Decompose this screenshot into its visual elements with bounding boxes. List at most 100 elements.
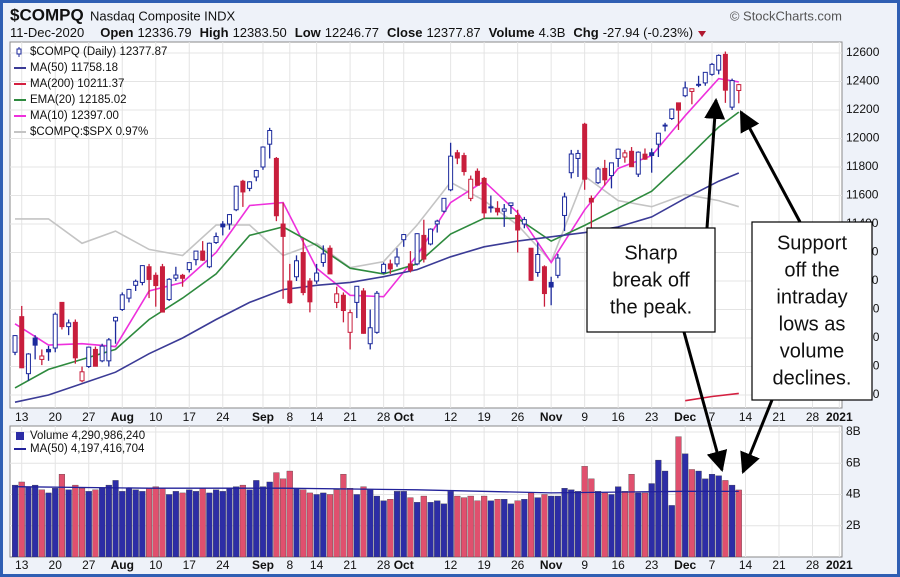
stat-value: 4.3B [539,25,566,40]
candle-body [193,250,199,261]
y-tick-label: 11800 [846,159,879,173]
legend-title: Volume 4,290,986,240 [30,430,145,442]
candle-body [106,339,112,362]
candle-body [12,335,18,353]
annotation-text: Sharp break off the peak. Support off the int… [610,232,852,389]
candle-body [481,177,487,214]
volume-bar [239,484,246,557]
volume-bar [78,488,86,557]
candle-body [139,265,145,283]
x-tick-label: 16 [611,558,625,572]
candle-body [662,124,668,127]
x-tick-label: 2021 [826,558,853,572]
x-tick-label: Sep [252,558,274,572]
candle-body [702,71,708,84]
legend-title: $COMPQ (Daily) 12377.87 [30,46,167,58]
volume-bar [507,503,514,557]
candle-body [508,202,514,206]
candle-body [32,337,38,346]
candle-body [99,345,105,362]
volume-bar [360,486,367,557]
candle-body [361,290,367,334]
volume-bar [548,495,555,557]
candle-body [180,274,186,279]
candle-body [186,262,192,271]
legend-entry: EMA(20) 12185.02 [30,94,127,106]
y-tick-label: 8B [846,424,861,438]
candle-body [25,353,31,375]
series-line [14,111,740,389]
volume-bar [273,472,280,557]
candle-body [535,254,541,273]
candle-body [675,102,681,111]
volume-bar [286,470,293,557]
y-tick-label: 12000 [846,131,880,145]
x-tick-label: Nov [540,558,563,572]
volume-bar [52,488,59,557]
volume-bar [146,488,153,557]
copyright: © StockCharts.com [730,8,842,23]
volume-bar [581,466,588,557]
candle-body [46,348,52,353]
candle-body [575,152,581,159]
stat-label: Low [295,25,322,40]
annotation-2 [739,110,873,474]
x-tick-label: 26 [511,410,525,424]
series-line [685,392,739,402]
volume-bar [460,497,468,557]
y-tick-label: 4B [846,487,861,501]
volume-bar [420,495,427,557]
x-tick-label: 14 [739,410,753,424]
volume-bar [735,489,742,557]
candle-body [488,206,494,209]
x-tick-label: 24 [216,558,230,572]
x-tick-label: 7 [709,558,716,572]
x-tick-label: 21 [343,410,357,424]
volume-bar [219,491,226,557]
volume-bar [393,491,401,557]
volume-bar [233,486,240,557]
candle-body [233,185,239,211]
candle-body [260,146,266,168]
volume-bar [662,470,669,557]
marks [11,436,742,557]
volume-bar [340,473,347,557]
candle-body [521,219,527,225]
candle-body [635,151,641,175]
candle-body [381,263,387,273]
x-tick-label: 28 [377,558,391,572]
volume-bar [447,491,454,557]
volume-bar [333,489,340,557]
volume-bar [125,488,133,557]
candle-body [689,88,695,92]
candle-body [414,233,420,265]
volume-bar [621,491,628,557]
volume-bar [367,489,374,557]
x-tick-label: 23 [645,558,659,572]
volume-bar [574,491,582,557]
x-tick-label: 8 [286,410,293,424]
candle-body [213,236,219,244]
stat-label: Close [387,25,422,40]
x-tick-label: Oct [394,558,414,572]
candle-body [642,153,648,160]
x-tick-label: 27 [82,410,96,424]
volume-bar [688,469,695,557]
x-tick-label: Aug [111,558,134,572]
annotation-box [586,227,716,333]
candle-body [220,223,226,228]
candle-body [401,234,407,241]
volume-bar [501,499,508,557]
x-tick-label: 12 [444,558,458,572]
candle-body [495,207,501,213]
x-tick-label: 13 [15,558,29,572]
volume-bar [206,492,213,557]
candle-body [608,162,614,177]
annotation-line: break off [612,269,690,291]
x-tick-label: 23 [645,410,659,424]
annotation-line: the peak. [610,296,692,318]
candle-body [166,278,172,301]
x-tick-label: 14 [310,558,324,572]
candle-body [334,293,340,303]
x-tick-label: 24 [216,410,230,424]
